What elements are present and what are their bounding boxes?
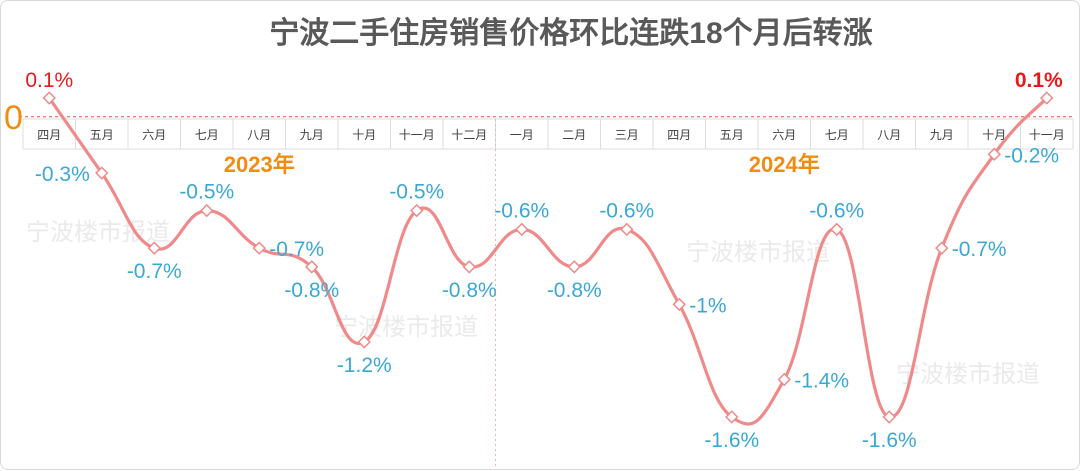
data-label: -0.8% — [284, 279, 339, 302]
data-point — [987, 147, 1001, 162]
data-point — [567, 260, 581, 274]
watermark-text: 宁波楼市报道 — [26, 219, 170, 246]
data-label: -1.2% — [337, 354, 392, 377]
month-tick-label: 五月 — [720, 128, 744, 142]
data-label: -0.5% — [179, 181, 234, 204]
data-label: -1% — [689, 294, 726, 317]
data-points — [42, 91, 1054, 424]
watermark-text: 宁波楼市报道 — [334, 314, 478, 341]
axis-band: 四月 五月 六月 七月 八月 九月 十月 十一月 十二月 一月 二月 三月 四月 五月 六月 七月 八月 九月 十月… — [19, 116, 1074, 466]
month-tick-label: 十一月 — [1029, 128, 1065, 142]
watermark-text: 宁波楼市报道 — [896, 361, 1040, 388]
month-tick-label: 八月 — [877, 128, 901, 142]
month-tick-label: 七月 — [825, 128, 849, 142]
data-point — [305, 260, 319, 274]
data-point — [515, 222, 529, 237]
data-label: -0.7% — [269, 238, 324, 261]
data-point — [95, 166, 109, 180]
data-label: 0.1% — [1015, 69, 1063, 92]
month-tick-label: 二月 — [562, 128, 586, 142]
data-point — [462, 260, 476, 274]
data-label: -1.4% — [794, 369, 849, 392]
month-tick-label: 六月 — [142, 128, 166, 142]
data-label: -0.8% — [547, 279, 602, 302]
data-label: -0.3% — [35, 163, 90, 186]
month-tick-label: 十月 — [982, 128, 1006, 142]
zero-line-label: 0 — [4, 99, 23, 137]
data-point — [672, 297, 686, 312]
data-label: -1.6% — [704, 429, 759, 452]
data-label: -0.2% — [1004, 144, 1059, 167]
data-label: -0.5% — [389, 181, 444, 204]
data-point — [725, 410, 739, 424]
month-tick-label: 三月 — [615, 128, 639, 142]
watermark-text: 宁波楼市报道 — [686, 239, 830, 266]
month-tick-label: 十月 — [352, 128, 376, 142]
month-tick-label: 五月 — [90, 128, 114, 142]
month-tick-label: 九月 — [300, 128, 324, 142]
data-point — [830, 222, 844, 237]
data-point — [777, 372, 791, 387]
month-tick-label: 九月 — [930, 128, 954, 142]
month-tick-label: 七月 — [195, 128, 219, 142]
data-label: -0.7% — [127, 260, 182, 283]
data-label: 0.1% — [25, 69, 73, 92]
year-label: 2024年 — [749, 152, 820, 177]
year-label: 2023年 — [224, 152, 295, 177]
month-tick-label: 四月 — [667, 128, 691, 142]
data-point — [357, 335, 371, 349]
data-label: -0.6% — [809, 199, 864, 222]
data-point — [410, 203, 424, 218]
month-tick-label: 一月 — [510, 128, 534, 142]
month-tick-label: 八月 — [247, 128, 271, 142]
data-point — [882, 410, 896, 424]
data-point — [620, 222, 634, 237]
data-label: -0.6% — [494, 199, 549, 222]
data-label: -1.6% — [862, 429, 917, 452]
month-tick-label: 十二月 — [451, 128, 487, 142]
data-label: -0.6% — [599, 199, 654, 222]
chart-title: 宁波二手住房销售价格环比连跌18个月后转涨 — [269, 16, 872, 50]
data-point — [147, 241, 161, 255]
data-label: -0.8% — [442, 279, 497, 302]
data-label: -0.7% — [952, 238, 1007, 261]
data-point — [42, 91, 56, 105]
data-point — [200, 203, 214, 218]
data-point — [1040, 91, 1054, 105]
month-tick-label: 六月 — [772, 128, 796, 142]
data-point — [252, 241, 266, 255]
month-tick-label: 四月 — [37, 128, 61, 142]
data-point — [935, 241, 949, 255]
month-tick-label: 十一月 — [399, 128, 435, 142]
data-labels: 0.1% -0.3% -0.7% -0.5% -0.7% -0.8% -1.2% -0.5% -… — [25, 69, 1063, 452]
